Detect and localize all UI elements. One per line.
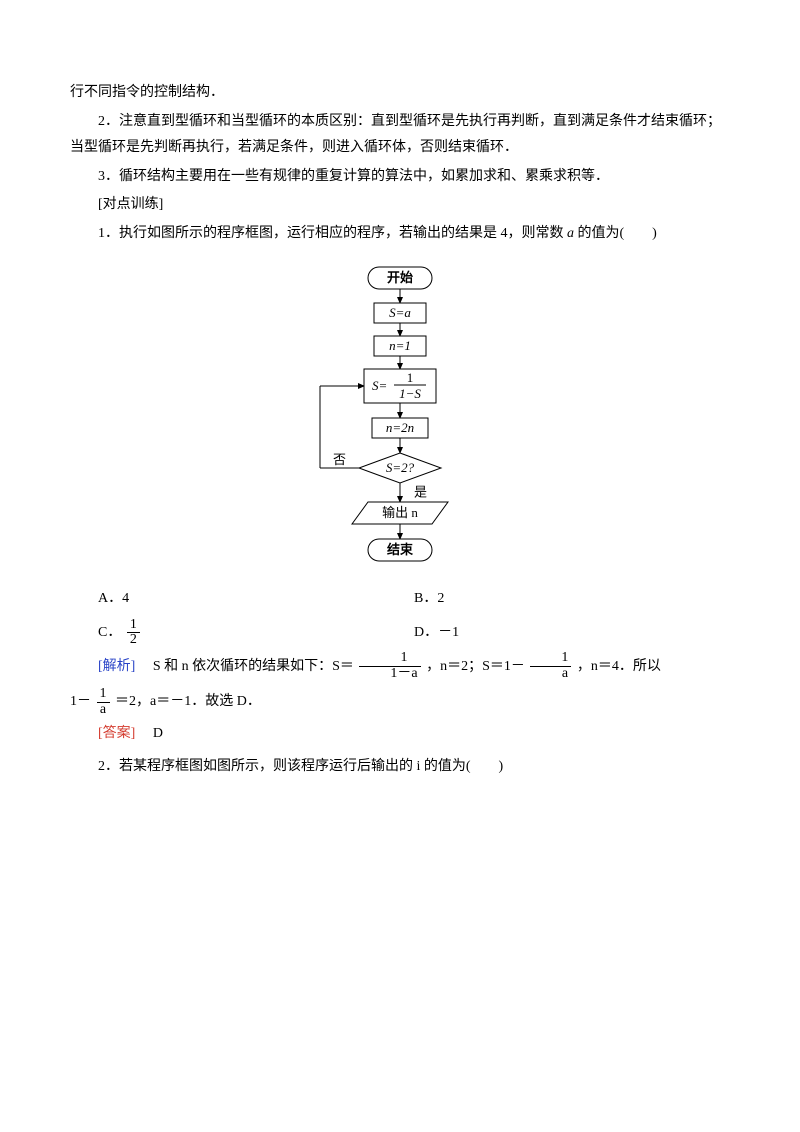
- svg-text:S=: S=: [372, 378, 387, 393]
- answer-line: [答案] D: [70, 721, 730, 748]
- question-1-pre: 1．执行如图所示的程序框图，运行相应的程序，若输出的结果是 4，则常数: [98, 226, 567, 241]
- para-1: 2．注意直到型循环和当型循环的本质区别：直到型循环是先执行再判断，直到满足条件才…: [70, 109, 730, 162]
- svg-text:S=2?: S=2?: [386, 460, 415, 475]
- svg-text:1−S: 1−S: [399, 386, 421, 401]
- para-2: 3．循环结构主要用在一些有规律的重复计算的算法中，如累加求和、累乘求积等．: [70, 164, 730, 191]
- analysis-seg-2b: ＝2，a＝－1．故选 D．: [115, 694, 261, 709]
- analysis-line-1: [解析] S 和 n 依次循环的结果如下：S＝ 1 1－a ，n＝2；S＝1－ …: [70, 650, 730, 684]
- answer-label: [答案]: [98, 726, 135, 741]
- svg-text:输出 n: 输出 n: [382, 505, 418, 520]
- analysis-seg-2a: 1－: [70, 694, 91, 709]
- option-a: A．4: [98, 586, 414, 613]
- var-a: a: [567, 226, 574, 241]
- analysis-line-2: 1－ 1 a ＝2，a＝－1．故选 D．: [70, 685, 730, 719]
- option-c-fraction: 1 2: [127, 618, 140, 648]
- analysis-frac-3: 1 a: [97, 687, 110, 717]
- option-c: C． 1 2: [98, 616, 414, 650]
- svg-text:n=2n: n=2n: [386, 420, 414, 435]
- document-page: 行不同指令的控制结构． 2．注意直到型循环和当型循环的本质区别：直到型循环是先执…: [0, 0, 800, 1132]
- svg-text:否: 否: [333, 452, 346, 467]
- option-d: D．－1: [414, 616, 730, 650]
- frac-num: 1: [97, 687, 110, 703]
- options-row-1: A．4 B．2: [98, 586, 730, 613]
- option-c-prefix: C．: [98, 625, 121, 640]
- frac-num: 1: [127, 618, 140, 634]
- svg-text:n=1: n=1: [389, 338, 411, 353]
- svg-text:S=a: S=a: [389, 305, 411, 320]
- analysis-seg-1a: S 和 n 依次循环的结果如下：S＝: [139, 659, 354, 674]
- frac-den: a: [97, 703, 110, 718]
- options-row-2: C． 1 2 D．－1: [98, 616, 730, 650]
- svg-text:是: 是: [414, 484, 427, 499]
- question-2: 2．若某程序框图如图所示，则该程序运行后输出的 i 的值为( ): [70, 754, 730, 781]
- frac-den: 1－a: [359, 667, 420, 682]
- analysis-frac-2: 1 a: [530, 651, 571, 681]
- question-1: 1．执行如图所示的程序框图，运行相应的程序，若输出的结果是 4，则常数 a 的值…: [70, 221, 730, 248]
- analysis-label: [解析]: [98, 659, 135, 674]
- question-1-post: 的值为( ): [574, 226, 657, 241]
- analysis-frac-1: 1 1－a: [359, 651, 420, 681]
- analysis-seg-1c: ，n＝4．所以: [577, 659, 661, 674]
- option-b: B．2: [414, 586, 730, 613]
- flowchart: 否是 开始 S=a n=1 S= 11−S n=2n S=2? 输出 n 结束: [290, 258, 510, 578]
- frac-den: a: [530, 667, 571, 682]
- frac-num: 1: [530, 651, 571, 667]
- answer-value: D: [139, 726, 163, 741]
- analysis-seg-1b: ，n＝2；S＝1－: [426, 659, 525, 674]
- frac-num: 1: [359, 651, 420, 667]
- frac-den: 2: [127, 633, 140, 648]
- para-fragment-0: 行不同指令的控制结构．: [70, 80, 730, 107]
- svg-text:结束: 结束: [387, 542, 414, 557]
- svg-text:1: 1: [407, 370, 414, 385]
- svg-text:开始: 开始: [387, 270, 413, 285]
- training-label: [对点训练]: [70, 192, 730, 219]
